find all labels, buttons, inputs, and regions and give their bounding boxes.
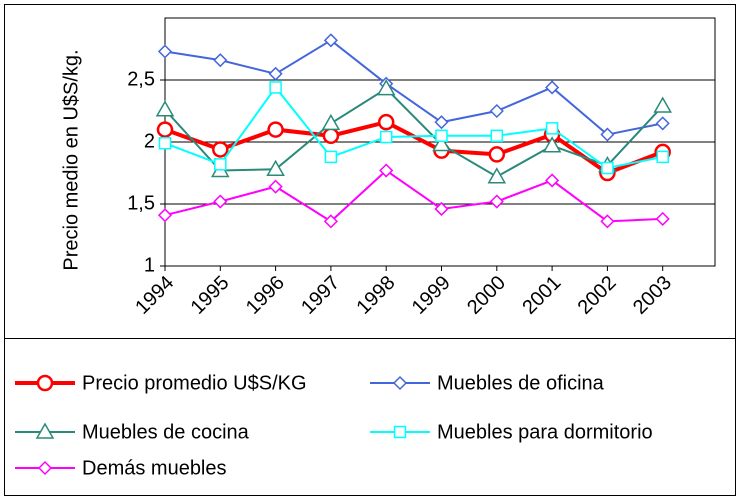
legend-label: Muebles de oficina [437,372,605,394]
data-point [487,167,507,184]
data-point [601,161,614,175]
data-point [323,33,338,48]
data-point [489,103,504,119]
data-point [379,130,393,144]
data-point [157,44,173,59]
data-point [156,121,174,138]
series-line [164,39,663,136]
series-line [164,87,664,178]
data-point [434,201,449,217]
data-point [545,122,559,135]
legend-label: Muebles para dormitorio [437,421,653,443]
data-point [656,150,669,164]
series-line [164,169,663,223]
data-point [600,214,615,229]
data-point [266,159,285,177]
data-point [432,134,451,152]
data-point [379,163,394,178]
legend-marker [36,374,54,392]
series-line [164,85,663,170]
data-point [157,208,173,223]
legend-marker [392,375,408,391]
data-point [545,173,560,188]
y-axis-label: Precio medio en U$S/kg. [60,49,82,270]
data-point [655,211,670,226]
legend-marker [393,425,407,439]
data-point [324,150,338,164]
data-point [321,113,341,131]
data-point [435,129,448,143]
data-point [213,194,228,209]
data-point [214,158,227,171]
data-point [545,80,560,95]
data-point [653,96,672,113]
data-point [322,127,340,145]
data-point [155,100,175,117]
data-point [323,214,338,229]
legend-label: Precio promedio U$S/KG [82,372,307,394]
legend-marker [37,460,53,476]
data-point [489,194,504,209]
data-point [267,121,284,138]
data-point [376,79,396,96]
data-point [434,115,449,130]
data-point [488,146,506,163]
legend-label: Demás muebles [82,457,227,479]
legend-label: Muebles de cocina [82,421,250,443]
data-point [212,141,229,158]
data-point [268,66,283,81]
y-tick-label: 2 [144,130,155,152]
data-point [490,129,504,143]
data-point [268,179,283,194]
y-tick-label: 1,5 [127,192,155,214]
y-tick-label: 1 [144,254,155,276]
data-point [377,113,395,131]
data-point [269,81,282,94]
data-point [213,53,228,68]
data-point [542,136,562,153]
data-point [158,136,172,150]
y-tick-label: 2,5 [127,68,155,90]
data-point [655,116,670,131]
data-point [600,127,615,142]
legend-marker [35,422,55,439]
